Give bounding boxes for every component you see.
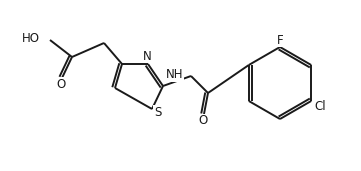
Text: O: O <box>56 77 66 90</box>
Text: HO: HO <box>22 31 40 44</box>
Text: NH: NH <box>165 69 183 82</box>
Text: Cl: Cl <box>314 100 326 113</box>
Text: F: F <box>277 34 283 47</box>
Text: S: S <box>154 106 162 119</box>
Text: O: O <box>199 115 208 128</box>
Text: N: N <box>143 49 151 62</box>
